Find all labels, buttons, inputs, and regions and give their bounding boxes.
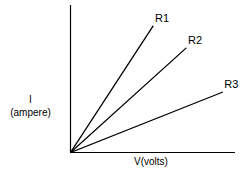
svg-text:R3: R3 bbox=[224, 78, 238, 90]
svg-text:I(ampere): I(ampere) bbox=[10, 94, 51, 118]
svg-text:V(volts): V(volts) bbox=[134, 156, 168, 167]
svg-text:R1: R1 bbox=[155, 12, 169, 24]
svg-text:R2: R2 bbox=[188, 34, 202, 46]
